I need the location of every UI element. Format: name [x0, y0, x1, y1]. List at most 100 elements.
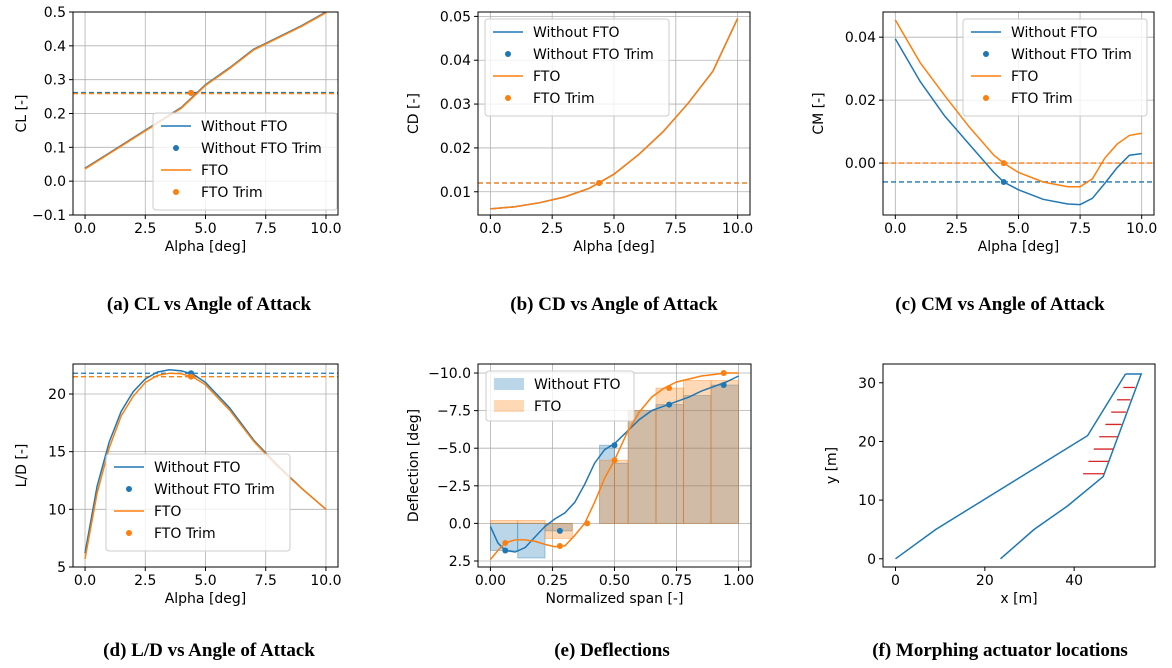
- deflection-bar: [614, 462, 629, 524]
- chart-b: 0.0 2.5 5.0 7.5 10.0 0.01 0.02 0.03 0.04 0.05 Alph…: [406, 9, 753, 255]
- data-point: [502, 547, 509, 554]
- chart-c: 0.0 2.5 5.0 7.5 10.0 0.00 0.02 0.04 Alpha [deg] C…: [811, 11, 1157, 255]
- y-tick-label: 10: [48, 502, 66, 518]
- y-tick-label: 0.02: [845, 93, 876, 109]
- series-line: [489, 375, 739, 553]
- legend-d: Without FTO Without FTO Trim FTO FTO Trim: [105, 453, 291, 552]
- caption-c: (c) CM vs Angle of Attack: [895, 294, 1105, 315]
- y-tick-label: −2.5: [437, 479, 471, 495]
- x-tick-label: 2.5: [134, 573, 156, 589]
- legend-label: Without FTO Trim: [201, 141, 322, 157]
- y-tick-label: 0.3: [44, 73, 66, 89]
- caption-b: (b) CD vs Angle of Attack: [510, 294, 718, 315]
- legend-label: FTO Trim: [1011, 91, 1073, 107]
- deflection-bar: [710, 380, 739, 524]
- y-tick-label: 0.5: [44, 5, 66, 21]
- y-axis-label: y [m]: [824, 447, 840, 484]
- legend-label: Without FTO Trim: [1011, 47, 1132, 63]
- x-tick-label: 5.0: [194, 221, 216, 237]
- y-tick-label: 0.04: [440, 53, 471, 69]
- legend-label: FTO: [154, 504, 181, 520]
- y-tick-label: 5: [57, 560, 66, 576]
- caption-e: (e) Deflections: [554, 640, 670, 661]
- y-tick-label: 30: [858, 376, 876, 392]
- trim-point: [1000, 178, 1007, 185]
- data-point: [666, 401, 673, 408]
- data-point: [556, 527, 563, 534]
- legend-label: FTO: [1011, 69, 1038, 85]
- x-tick-label: 0.25: [537, 573, 568, 589]
- y-tick-label: 0.00: [845, 156, 876, 172]
- x-tick-label: 5.0: [194, 573, 216, 589]
- x-tick-label: 7.5: [255, 221, 277, 237]
- x-tick-label: 7.5: [665, 221, 687, 237]
- chart-f: 0 20 40 0 10 20 30 x [m] y [m]: [824, 363, 1156, 607]
- x-tick-label: 0.00: [475, 573, 506, 589]
- y-axis-label: Deflection [deg]: [406, 409, 422, 522]
- legend-label: FTO: [201, 163, 228, 179]
- data-point: [502, 539, 509, 546]
- x-tick-label: 2.5: [946, 221, 968, 237]
- data-point: [556, 542, 563, 549]
- x-tick-label: 0.0: [884, 221, 906, 237]
- y-tick-label: 0.05: [440, 9, 471, 25]
- series-line: [490, 18, 739, 210]
- y-tick-label: 0.01: [440, 185, 471, 201]
- legend-label: FTO: [533, 69, 560, 85]
- deflection-bar: [683, 395, 712, 524]
- x-tick-label: 1.00: [723, 573, 754, 589]
- data-point: [720, 382, 727, 389]
- wing-outline: [1000, 373, 1143, 560]
- series-line: [84, 12, 327, 170]
- legend-dot-icon: [505, 51, 511, 57]
- y-tick-label: 0.02: [440, 141, 471, 157]
- x-tick-label: 0.0: [74, 221, 96, 237]
- legend-box: [484, 18, 670, 117]
- wing-outline: [895, 373, 1127, 560]
- legend-box: [485, 370, 635, 422]
- x-tick-label: 10.0: [310, 221, 341, 237]
- legend-label: FTO Trim: [154, 526, 216, 542]
- legend-label: Without FTO: [533, 25, 620, 41]
- y-tick-label: −0.1: [32, 208, 66, 224]
- x-tick-label: 7.5: [1069, 221, 1091, 237]
- legend-label: Without FTO: [1011, 25, 1098, 41]
- legend-dot-icon: [126, 530, 132, 536]
- y-tick-label: 20: [858, 434, 876, 450]
- trim-point: [188, 89, 195, 96]
- legend-patch-icon: [494, 400, 524, 412]
- deflection-bar: [655, 387, 684, 524]
- x-tick-label: 0.0: [479, 221, 501, 237]
- deflection-bar: [710, 384, 739, 524]
- data-point: [611, 457, 618, 464]
- x-axis-label: Alpha [deg]: [978, 239, 1060, 255]
- legend-dot-icon: [983, 51, 989, 57]
- deflection-bar: [683, 380, 712, 524]
- legend-label: Without FTO Trim: [533, 47, 654, 63]
- series-line: [894, 38, 1142, 206]
- x-axis-label: Alpha [deg]: [165, 239, 247, 255]
- legend-dot-icon: [983, 95, 989, 101]
- legend-box: [962, 18, 1148, 117]
- y-tick-label: 0.2: [44, 107, 66, 123]
- caption-f: (f) Morphing actuator locations: [872, 640, 1128, 661]
- x-tick-label: 40: [1065, 573, 1083, 589]
- y-tick-label: −7.5: [437, 404, 471, 420]
- chart-e: 0.00 0.25 0.50 0.75 1.00 −10.0 −7.5 −5.0 −2.5 0.0…: [406, 363, 754, 607]
- chart-a: 0.0 2.5 5.0 7.5 10.0 −0.1 0.0 0.1 0.2 0.3 0.4 0.5 Al…: [14, 5, 342, 255]
- data-point: [666, 385, 673, 392]
- x-axis-label: Alpha [deg]: [165, 591, 247, 607]
- caption-a: (a) CL vs Angle of Attack: [106, 294, 312, 315]
- x-tick-label: 0.50: [599, 573, 630, 589]
- y-tick-label: 0.0: [449, 516, 471, 532]
- x-tick-label: 2.5: [134, 221, 156, 237]
- x-tick-label: 2.5: [541, 221, 563, 237]
- x-tick-label: 5.0: [1007, 221, 1029, 237]
- x-axis-label: x [m]: [1000, 591, 1037, 607]
- deflection-bar: [517, 519, 546, 524]
- caption-d: (d) L/D vs Angle of Attack: [103, 640, 315, 661]
- data-point: [584, 520, 591, 527]
- axes-frame: [882, 363, 1156, 568]
- deflection-bar: [614, 459, 629, 524]
